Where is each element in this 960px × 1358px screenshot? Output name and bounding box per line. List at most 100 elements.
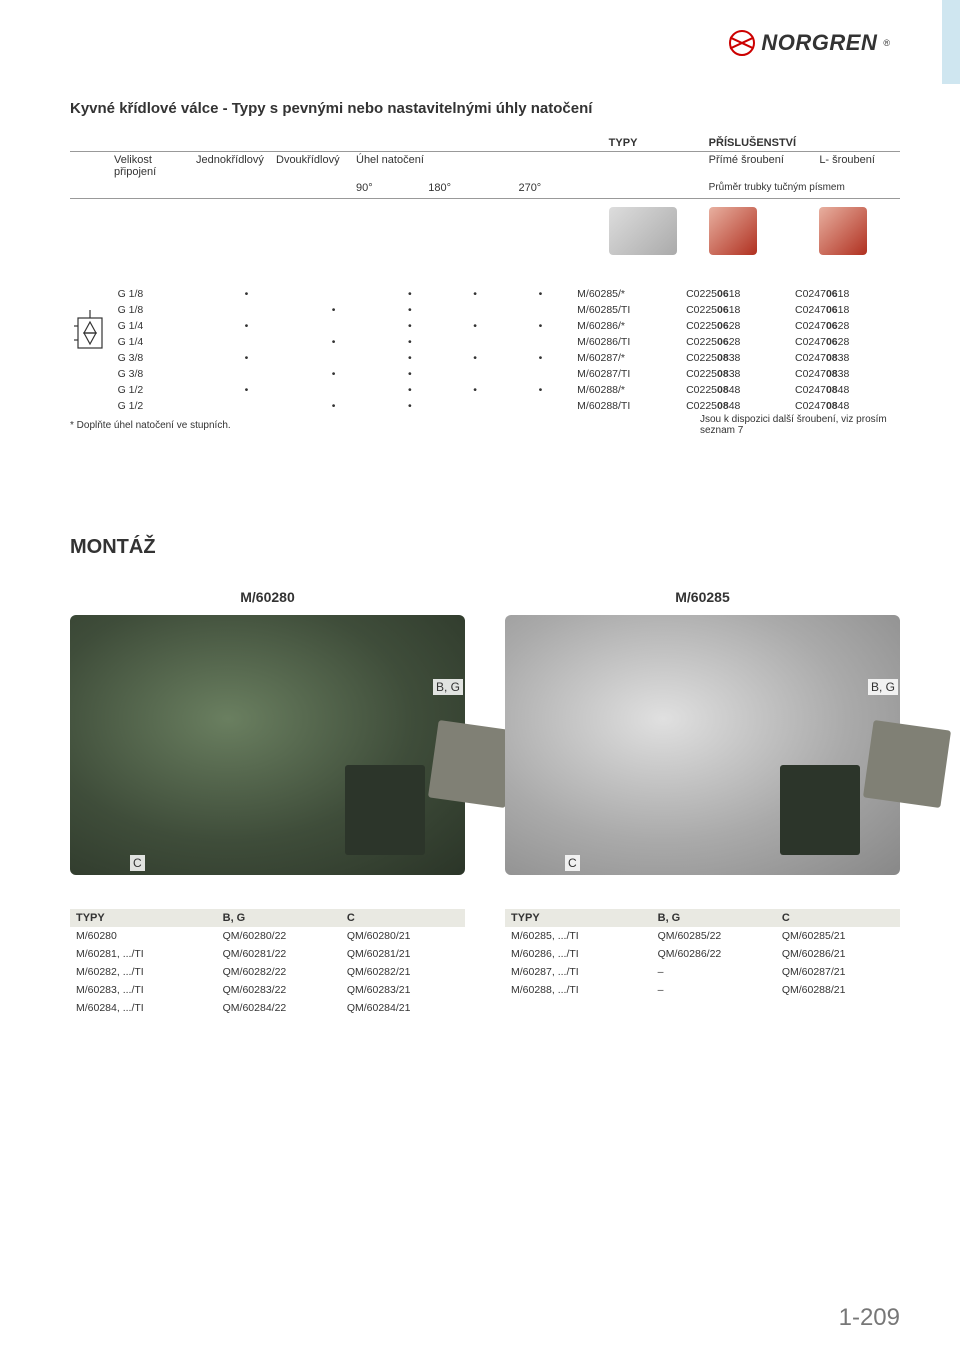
bt-cell: QM/60286/22: [652, 945, 776, 963]
cell-a90: •: [377, 286, 442, 302]
bt-cell: M/60284, .../TI: [70, 999, 217, 1017]
cell-fit1: C02250848: [682, 382, 791, 398]
bt-row: M/60281, .../TIQM/60281/22QM/60281/21: [70, 945, 465, 963]
header-typy: TYPY: [605, 135, 705, 152]
bl-head-0: TYPY: [70, 909, 217, 927]
bt-cell: M/60282, .../TI: [70, 963, 217, 981]
cell-a90: •: [377, 302, 442, 318]
header-angle-90: 90°: [352, 180, 424, 199]
cell-double: [290, 286, 377, 302]
bt-cell: QM/60281/22: [217, 945, 341, 963]
cell-double: •: [290, 398, 377, 414]
cell-size: G 1/2: [114, 382, 203, 398]
montaz-row: M/60280 C B, G M/60285 C B, G: [70, 589, 900, 875]
bl-head-1: B, G: [217, 909, 341, 927]
cell-double: •: [290, 366, 377, 382]
header-angle: Úhel natočení: [352, 152, 605, 181]
bt-row: M/60283, .../TIQM/60283/22QM/60283/21: [70, 981, 465, 999]
bt-row: M/60287, .../TI–QM/60287/21: [505, 963, 900, 981]
cell-size: G 1/8: [114, 286, 203, 302]
bracket-graphic: [345, 765, 425, 855]
montaz-label-bg: B, G: [433, 679, 463, 695]
bt-cell: –: [652, 981, 776, 999]
footnote-right: Jsou k dispozici další šroubení, viz pro…: [700, 414, 900, 436]
montaz-left-image: C B, G: [70, 615, 465, 875]
bt-cell: M/60287, .../TI: [505, 963, 652, 981]
header-double: Dvoukřídlový: [272, 152, 352, 181]
bt-row: M/60285, .../TIQM/60285/22QM/60285/21: [505, 927, 900, 945]
bt-cell: M/60280: [70, 927, 217, 945]
cell-typ: M/60287/*: [573, 350, 682, 366]
bt-cell: QM/60283/22: [217, 981, 341, 999]
cell-size: G 3/8: [114, 366, 203, 382]
cell-a90: •: [377, 350, 442, 366]
footnote-left: * Doplňte úhel natočení ve stupních.: [70, 420, 231, 436]
brand-logo-tm: ®: [883, 38, 890, 48]
cell-size: G 1/8: [114, 302, 203, 318]
cell-a180: •: [442, 350, 507, 366]
cell-a180: •: [442, 286, 507, 302]
header-size: Velikost připojení: [110, 152, 192, 181]
brand-logo-icon: [729, 30, 755, 56]
bt-cell: QM/60282/21: [341, 963, 465, 981]
brand-logo-text: NORGREN: [761, 30, 877, 56]
bl-head-2: C: [341, 909, 465, 927]
cell-typ: M/60285/*: [573, 286, 682, 302]
cell-single: •: [203, 350, 290, 366]
bt-row: M/60288, .../TI–QM/60288/21: [505, 981, 900, 999]
br-head-2: C: [776, 909, 900, 927]
type-row: G 1/4••••M/60286/*C02250628C02470628: [70, 318, 900, 334]
page-title: Kyvné křídlové válce - Typy s pevnými ne…: [70, 100, 900, 117]
cell-a270: [508, 334, 573, 350]
type-row: G 1/4••M/60286/TIC02250628C02470628: [70, 334, 900, 350]
cell-typ: M/60287/TI: [573, 366, 682, 382]
bt-cell: QM/60284/22: [217, 999, 341, 1017]
bt-cell: QM/60288/21: [776, 981, 900, 999]
cell-size: G 1/4: [114, 318, 203, 334]
cell-fit2: C02470618: [791, 286, 900, 302]
cell-fit2: C02470848: [791, 382, 900, 398]
cell-single: [203, 398, 290, 414]
section-tab: [942, 0, 960, 84]
cell-double: [290, 382, 377, 398]
cell-fit1: C02250838: [682, 350, 791, 366]
cell-fit1: C02250618: [682, 286, 791, 302]
bt-row: M/60284, .../TIQM/60284/22QM/60284/21: [70, 999, 465, 1017]
header-angle-180: 180°: [424, 180, 514, 199]
cell-a90: •: [377, 366, 442, 382]
cell-fit1: C02250628: [682, 318, 791, 334]
cell-a270: [508, 302, 573, 318]
bt-cell: QM/60285/22: [652, 927, 776, 945]
cell-a180: [442, 398, 507, 414]
header-single: Jednokřídlový: [192, 152, 272, 181]
cell-a90: •: [377, 334, 442, 350]
cell-a180: [442, 334, 507, 350]
cell-single: •: [203, 382, 290, 398]
cell-a270: [508, 398, 573, 414]
bt-cell: QM/60280/21: [341, 927, 465, 945]
cell-fit2: C02470838: [791, 350, 900, 366]
montaz-left-label: M/60280: [70, 589, 465, 605]
cell-a180: •: [442, 318, 507, 334]
type-row: G 1/2••M/60288/TIC02250848C02470848: [70, 398, 900, 414]
bottom-right-table: TYPY B, G C M/60285, .../TIQM/60285/22QM…: [505, 909, 900, 1017]
header-acc-diameter: Průměr trubky tučným písmem: [705, 180, 900, 199]
cell-typ: M/60285/TI: [573, 302, 682, 318]
thumb-cylinder: [609, 207, 677, 255]
cell-a270: [508, 366, 573, 382]
type-row: G 1/2••••M/60288/*C02250848C02470848: [70, 382, 900, 398]
header-accessories: PŘÍSLUŠENSTVÍ: [705, 135, 900, 152]
cell-typ: M/60286/*: [573, 318, 682, 334]
symbol-icon: [74, 288, 106, 378]
bt-cell: M/60285, .../TI: [505, 927, 652, 945]
cell-double: [290, 318, 377, 334]
cell-size: G 1/2: [114, 398, 203, 414]
bt-cell: QM/60284/21: [341, 999, 465, 1017]
bt-cell: M/60286, .../TI: [505, 945, 652, 963]
thumb-fitting-elbow: [819, 207, 867, 255]
cell-single: [203, 334, 290, 350]
cell-fit2: C02470628: [791, 334, 900, 350]
cell-typ: M/60288/TI: [573, 398, 682, 414]
bt-cell: QM/60286/21: [776, 945, 900, 963]
cell-single: •: [203, 318, 290, 334]
